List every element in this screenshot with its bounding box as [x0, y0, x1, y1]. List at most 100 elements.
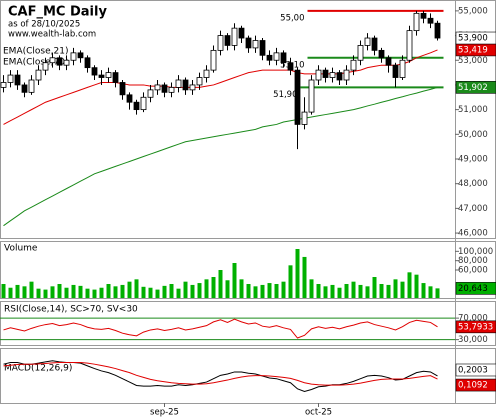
candle-body: [56, 57, 63, 66]
volume-bar: [29, 281, 34, 298]
volume-bar: [162, 285, 167, 298]
volume-bar: [225, 280, 230, 298]
volume-bar: [36, 288, 41, 298]
volume-bar: [316, 284, 321, 298]
volume-bar: [379, 284, 384, 298]
volume-bar: [183, 281, 188, 298]
value-badge-label: 0,1092: [458, 381, 488, 391]
candle-body: [322, 69, 329, 78]
y-tick-label: 70,000: [458, 314, 488, 324]
volume-bar: [190, 284, 195, 298]
candle-body: [406, 30, 413, 61]
volume-bar: [295, 249, 300, 298]
volume-bar: [197, 283, 202, 298]
volume-bar: [8, 287, 13, 298]
volume-bar: [211, 277, 216, 298]
indicator-line: [3, 362, 438, 386]
candle-body: [133, 101, 140, 111]
candle-body: [231, 27, 238, 46]
value-badge: [455, 363, 496, 377]
legend-entry: EMA(Close,21): [3, 47, 68, 57]
candle-body: [168, 87, 175, 93]
candle-body: [238, 27, 245, 39]
indicator-line: [3, 318, 438, 339]
candle-body: [182, 79, 189, 91]
candle-body: [140, 96, 147, 111]
candle-body: [126, 94, 133, 103]
volume-bar: [99, 287, 104, 298]
volume-bar: [127, 281, 132, 298]
y-tick-label: 50,000: [458, 130, 488, 140]
pane-title: Volume: [4, 244, 38, 254]
candle-body: [427, 17, 434, 24]
candle-body: [371, 37, 378, 51]
y-tick-label: 46,000: [458, 229, 488, 239]
level-label: 51,90: [273, 90, 297, 100]
chart-title: CAF_MC Daily: [8, 5, 107, 20]
y-tick-label: 30,000: [458, 335, 488, 345]
volume-bar: [337, 287, 342, 298]
candle-body: [385, 57, 392, 66]
candle-body: [294, 69, 301, 125]
value-badge: [455, 31, 496, 45]
candle-body: [399, 59, 406, 78]
candle-body: [77, 52, 84, 59]
volume-bar: [358, 284, 363, 298]
value-badge: [455, 81, 496, 94]
volume-bar: [421, 283, 426, 298]
candle-body: [189, 84, 196, 91]
candle-body: [112, 72, 119, 83]
volume-bar: [253, 286, 258, 298]
candle-body: [14, 74, 21, 86]
candle-body: [336, 72, 343, 81]
volume-bar: [323, 286, 328, 298]
value-badge-label: 0,2003: [458, 365, 488, 375]
volume-bar: [302, 256, 307, 298]
candle-body: [259, 40, 266, 56]
volume-bar: [239, 279, 244, 298]
volume-bar: [141, 286, 146, 298]
volume-bar: [134, 279, 139, 298]
candle-body: [245, 37, 252, 49]
volume-bar: [155, 289, 160, 298]
candle-body: [49, 57, 56, 64]
volume-bar: [1, 284, 6, 298]
volume-bar: [64, 287, 69, 298]
candle-body: [329, 72, 336, 78]
candle-body: [98, 74, 105, 78]
volume-bar: [344, 284, 349, 298]
volume-bar: [120, 284, 125, 298]
candle-body: [35, 69, 42, 81]
value-badge-label: 20,643: [458, 284, 488, 294]
candle-body: [147, 89, 154, 98]
volume-bar: [372, 277, 377, 298]
candle-body: [0, 82, 7, 88]
volume-bar: [57, 284, 62, 298]
volume-bar: [43, 289, 48, 298]
value-badge: [455, 282, 496, 295]
volume-bar: [351, 281, 356, 298]
volume-bar: [92, 289, 97, 298]
volume-bar: [218, 270, 223, 298]
y-tick-label: 55,000: [458, 6, 488, 16]
candle-body: [350, 59, 357, 71]
value-badge-label: 53,900: [458, 34, 488, 44]
candle-body: [42, 62, 49, 71]
volume-bar: [400, 281, 405, 298]
candle-body: [175, 79, 182, 88]
volume-bar: [85, 288, 90, 298]
volume-bar: [414, 274, 419, 298]
pane-title: RSI(Close,14), SC>70, SV<30: [4, 305, 138, 315]
volume-bar: [428, 286, 433, 298]
volume-bar: [407, 272, 412, 298]
candle-body: [224, 35, 231, 46]
y-tick-label: 100,000: [458, 247, 493, 257]
candle-body: [434, 22, 441, 39]
y-tick-label: 48,000: [458, 179, 488, 189]
value-badge-label: 51,902: [458, 83, 488, 93]
pane-title: MACD(12,26,9): [4, 364, 72, 374]
candle-body: [287, 62, 294, 71]
candle-body: [105, 72, 112, 78]
level-label: 55,00: [280, 13, 304, 23]
